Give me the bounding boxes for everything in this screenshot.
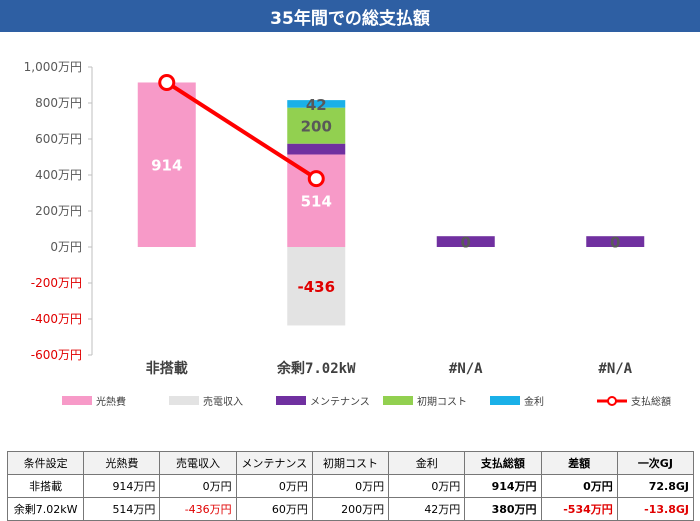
y-tick-label: 800万円 [35,96,82,110]
cell-total-payment: 914万円 [464,474,542,498]
data-label: 914 [151,157,182,175]
cell-sale-income: 0万円 [159,474,237,498]
cell-difference: 0万円 [540,474,618,498]
cell-sale-income: -436万円 [159,497,237,521]
chart-title: 35年間での総支払額 [0,0,700,32]
total-payment-line [165,80,318,181]
cell-initial-cost: 200万円 [311,497,390,521]
x-tick-label: 非搭載 [146,360,188,377]
data-label: 514 [301,193,332,211]
cell-interest: 42万円 [388,497,466,521]
row-label: 非搭載 [6,474,85,498]
header-primary-energy: 一次GJ [616,451,695,475]
bar-segment [287,107,346,144]
legend-label: 支払総額 [631,395,671,408]
legend-swatch [276,396,306,405]
legend-swatch [62,396,92,405]
y-tick-label: 400万円 [35,168,82,182]
x-tick-label: #N/A [598,361,632,377]
total-payment-point [158,73,176,91]
table-row: 余剰7.02kW 514万円 -436万円 60万円 200万円 42万円 38… [6,497,695,521]
cell-initial-cost: 0万円 [311,474,390,498]
data-label: 42 [306,96,327,114]
data-label: 0 [610,234,620,252]
header-interest: 金利 [388,451,466,475]
cell-utility-cost: 514万円 [83,497,161,521]
summary-table: 条件設定 光熱費 売電収入 メンテナンス 初期コスト 金利 支払総額 差額 一次… [6,451,695,521]
stacked-bar-chart: -600万円 -400万円 -200万円 0万円 200万円 400万円 600万円 800万… [24,60,671,408]
bar-segment [586,236,645,247]
cell-maintenance: 0万円 [235,474,313,498]
data-label: 200 [301,118,332,136]
cell-primary-energy: 72.8GJ [616,474,695,498]
y-tick-label: -400万円 [31,312,82,326]
total-payment-point [307,170,325,188]
bar-segment [287,247,346,326]
legend-label: 初期コスト [417,395,467,408]
table-row: 非搭載 914万円 0万円 0万円 0万円 0万円 914万円 0万円 72.8… [6,474,695,498]
legend-swatch [169,396,199,405]
bar-segment [287,154,346,247]
legend-marker [607,396,617,406]
data-label: -436 [297,278,335,296]
header-total-payment: 支払総額 [464,451,542,475]
legend-label: 金利 [524,395,544,408]
cell-utility-cost: 914万円 [83,474,161,498]
bar-segment [287,143,346,155]
header-utility-cost: 光熱費 [83,451,161,475]
header-condition: 条件設定 [6,451,85,475]
y-tick-label: 1,000万円 [24,60,82,74]
y-tick-label: 0万円 [50,240,82,254]
row-label: 余剰7.02kW [6,497,85,521]
data-label: 0 [461,234,471,252]
legend-label: 光熱費 [96,395,126,408]
y-tick-label: 600万円 [35,132,82,146]
cell-primary-energy: -13.8GJ [616,497,695,521]
legend-label: メンテナンス [310,396,370,408]
header-maintenance: メンテナンス [235,451,313,475]
x-tick-label: 余剰7.02kW [276,360,356,377]
header-difference: 差額 [540,451,618,475]
bar-segment [436,236,495,247]
header-initial-cost: 初期コスト [311,451,390,475]
y-tick-label: 200万円 [35,204,82,218]
cell-maintenance: 60万円 [235,497,313,521]
cell-interest: 0万円 [388,474,466,498]
legend-swatch [490,396,520,405]
cell-difference: -534万円 [540,497,618,521]
bar-segment [287,100,346,108]
table-header-row: 条件設定 光熱費 売電収入 メンテナンス 初期コスト 金利 支払総額 差額 一次… [6,451,695,475]
legend-label: 売電収入 [203,395,243,408]
x-tick-label: #N/A [449,361,483,377]
bar-segment [137,82,196,247]
cell-total-payment: 380万円 [464,497,542,521]
header-sale-income: 売電収入 [159,451,237,475]
y-tick-label: -600万円 [31,348,82,362]
y-tick-label: -200万円 [31,276,82,290]
legend-swatch [383,396,413,405]
